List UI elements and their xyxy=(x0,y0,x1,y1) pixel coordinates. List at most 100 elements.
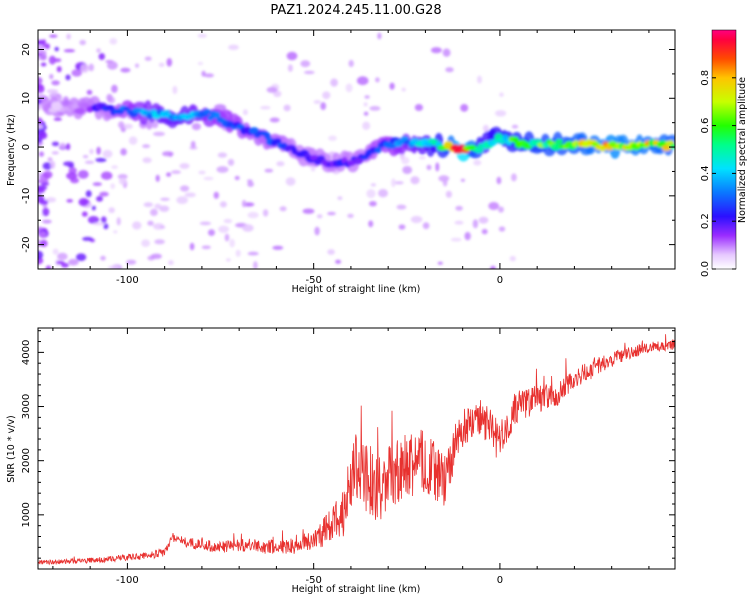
noise-blob xyxy=(144,56,152,61)
noise-blob xyxy=(38,172,42,176)
noise-blob xyxy=(389,82,395,90)
noise-blob xyxy=(511,173,517,182)
noise-blob xyxy=(241,199,247,208)
noise-blob xyxy=(71,69,82,77)
noise-blob xyxy=(242,224,254,232)
noise-blob xyxy=(84,160,95,164)
noise-blob xyxy=(337,196,343,201)
noise-blob xyxy=(454,220,464,225)
noise-blob xyxy=(106,93,113,102)
noise-blob xyxy=(396,204,407,210)
noise-blob xyxy=(93,222,105,226)
snr-xlabel: Height of straight line (km) xyxy=(292,584,421,595)
noise-blob xyxy=(313,100,321,104)
y-tick-label: 20 xyxy=(21,43,32,56)
ridge-core xyxy=(555,139,563,144)
x-tick-label: 0 xyxy=(497,575,503,586)
noise-blob xyxy=(253,261,258,269)
noise-blob xyxy=(228,44,239,50)
noise-blob xyxy=(63,49,76,53)
noise-blob xyxy=(80,64,89,73)
noise-blob xyxy=(242,109,248,116)
ridge-core xyxy=(264,132,271,140)
noise-blob xyxy=(401,87,406,92)
noise-blob xyxy=(247,251,259,256)
noise-blob xyxy=(460,178,465,182)
noise-blob xyxy=(303,70,315,75)
noise-blob xyxy=(47,157,53,162)
noise-blob xyxy=(225,258,231,262)
noise-blob xyxy=(224,233,230,242)
noise-blob xyxy=(160,197,170,201)
noise-blob xyxy=(54,46,59,52)
noise-blob xyxy=(410,176,420,185)
noise-blob xyxy=(52,58,62,63)
noise-blob xyxy=(498,206,504,213)
ridge-core xyxy=(658,140,668,146)
noise-blob xyxy=(366,189,376,199)
spectrogram-frame xyxy=(37,29,676,270)
ridge-core xyxy=(273,138,282,144)
ridge-core xyxy=(502,134,509,142)
noise-blob xyxy=(111,165,118,169)
ridge-core xyxy=(74,107,86,115)
noise-blob xyxy=(87,216,100,224)
noise-blob xyxy=(247,211,259,219)
noise-blob xyxy=(437,261,443,265)
y-tick-label: 3000 xyxy=(21,394,32,419)
noise-blob xyxy=(45,197,57,203)
noise-blob xyxy=(203,176,214,181)
noise-blob xyxy=(378,189,388,198)
snr-panel: -100 -50 0 1000 2000 3000 4000 Height of strai… xyxy=(6,327,676,595)
noise-blob xyxy=(50,160,56,169)
x-tick-label: -100 xyxy=(116,275,139,286)
noise-blob xyxy=(39,131,48,140)
noise-blob xyxy=(472,219,479,229)
noise-blob xyxy=(190,140,196,149)
noise-blob xyxy=(68,258,79,266)
noise-blob xyxy=(101,216,107,224)
noise-blob xyxy=(108,265,120,269)
noise-blob xyxy=(150,253,162,259)
noise-blob xyxy=(38,117,43,127)
noise-blob xyxy=(108,207,115,214)
noise-blob xyxy=(204,73,215,78)
noise-blob xyxy=(327,211,336,216)
noise-blob xyxy=(128,136,138,145)
noise-blob xyxy=(276,161,285,167)
y-tick-label: -10 xyxy=(21,188,32,204)
noise-blob xyxy=(52,248,59,255)
noise-blob xyxy=(53,117,62,121)
y-tick-label: 2000 xyxy=(21,448,32,473)
noise-blob xyxy=(494,110,507,117)
x-tick-label: -50 xyxy=(305,575,321,586)
noise-blob xyxy=(56,66,62,73)
noise-blob xyxy=(142,157,152,164)
noise-blob xyxy=(142,144,151,149)
noise-blob xyxy=(375,77,380,83)
spectrogram-blobs xyxy=(38,32,675,269)
colorbar-tick-label: 0.0 xyxy=(700,261,711,277)
noise-blob xyxy=(363,102,368,107)
noise-blob xyxy=(132,221,142,230)
noise-blob xyxy=(96,195,103,202)
ridge-core xyxy=(453,148,464,154)
noise-blob xyxy=(66,199,73,203)
spectrogram-marks xyxy=(38,32,675,269)
noise-blob xyxy=(264,168,274,173)
noise-blob xyxy=(227,158,235,166)
spectrogram-ylabel: Frequency (Hz) xyxy=(6,114,17,186)
noise-blob xyxy=(45,43,50,50)
noise-blob xyxy=(109,38,118,45)
noise-blob xyxy=(89,148,94,155)
y-tick-label: -20 xyxy=(21,236,32,252)
noise-blob xyxy=(51,80,60,86)
noise-blob xyxy=(442,48,451,57)
noise-blob xyxy=(229,238,235,248)
noise-blob xyxy=(99,191,109,197)
noise-blob xyxy=(394,181,404,185)
noise-blob xyxy=(234,175,240,181)
noise-blob xyxy=(391,178,396,188)
noise-blob xyxy=(246,179,253,183)
